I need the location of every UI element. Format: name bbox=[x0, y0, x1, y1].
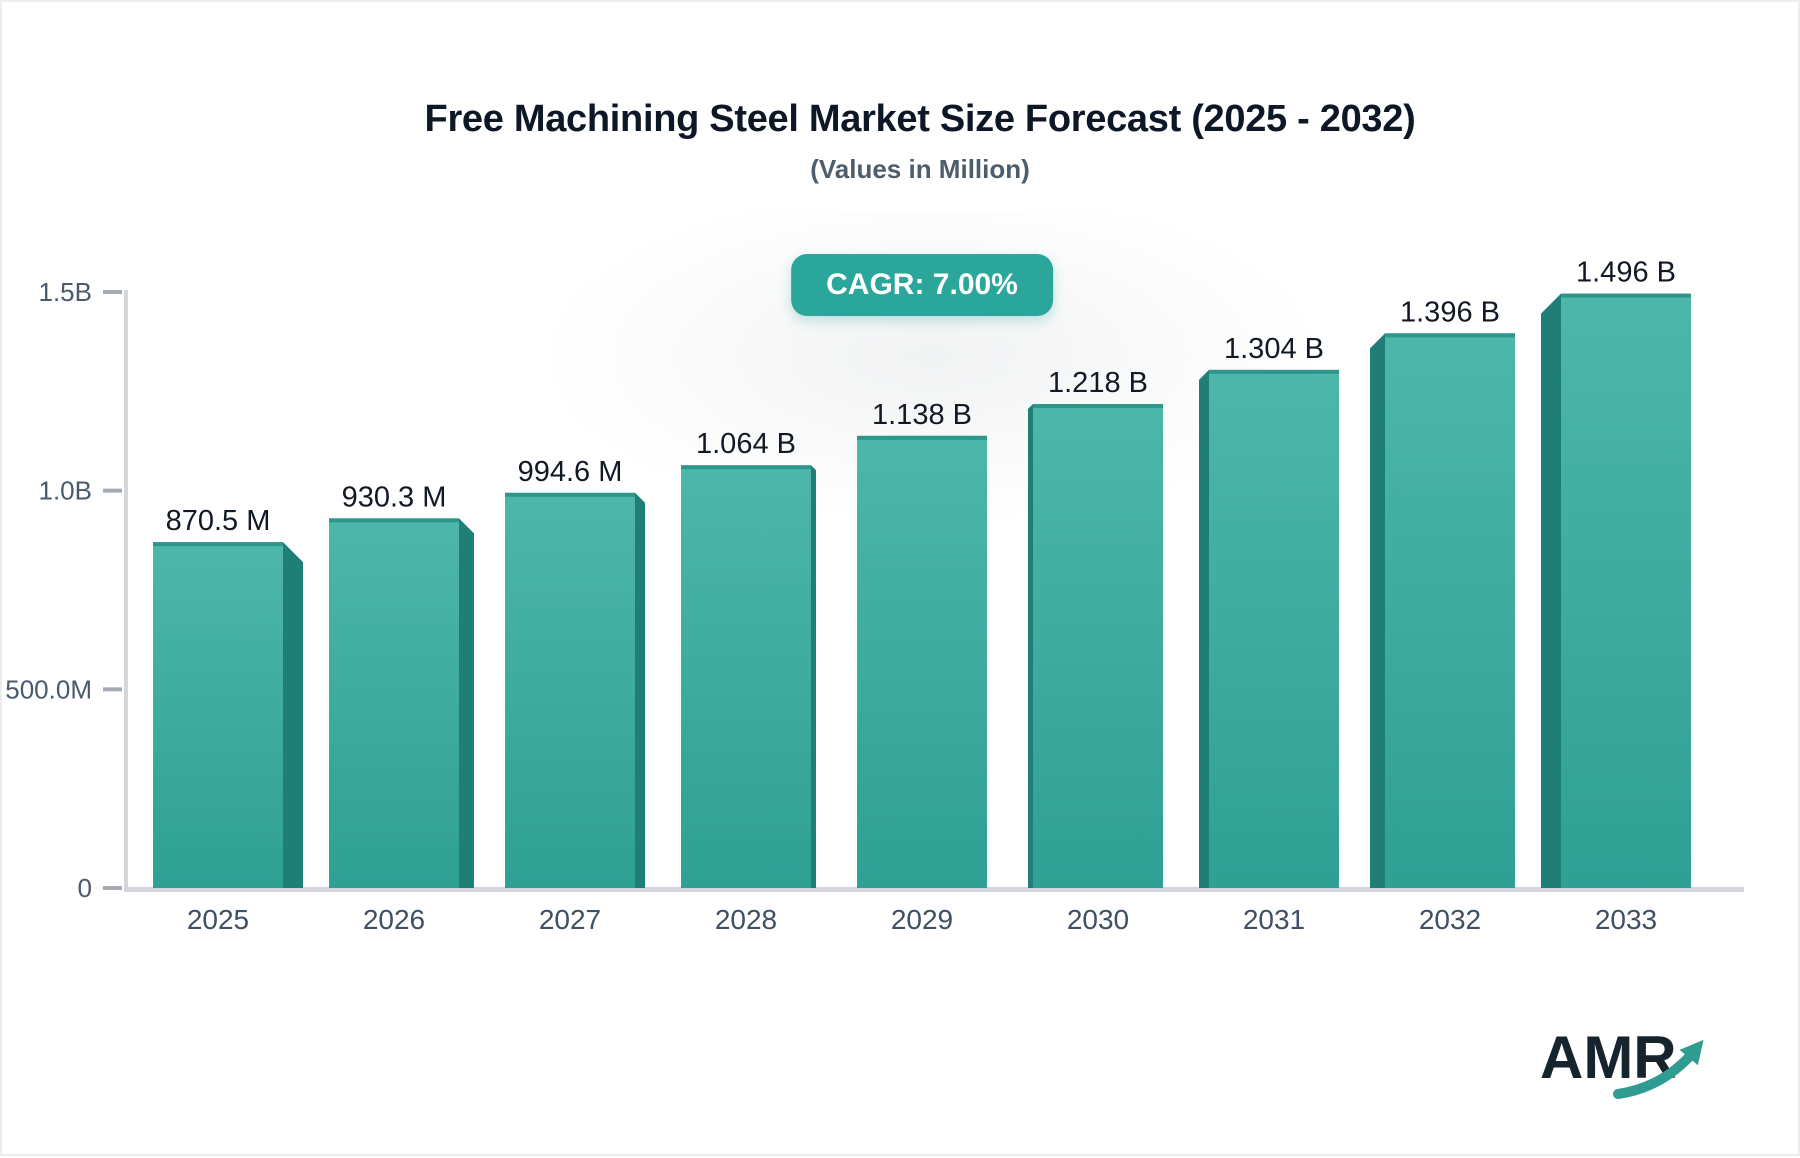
bar-value-label-2026: 930.3 M bbox=[342, 481, 447, 513]
bar-2030 bbox=[1033, 404, 1163, 888]
chart-header: Free Machining Steel Market Size Forecas… bbox=[42, 98, 1798, 185]
cagr-badge: CAGR: 7.00% bbox=[791, 254, 1053, 316]
chart-subtitle: (Values in Million) bbox=[810, 154, 1030, 184]
x-tick-label-2028: 2028 bbox=[715, 904, 777, 935]
x-tick-label-2033: 2033 bbox=[1595, 904, 1657, 935]
x-tick-label-2027: 2027 bbox=[539, 904, 601, 935]
x-tick-label-2029: 2029 bbox=[891, 904, 953, 935]
x-tick-label-2026: 2026 bbox=[363, 904, 425, 935]
amr-logo: AMR bbox=[1540, 1028, 1760, 1118]
bar-top-edge-2032 bbox=[1385, 333, 1515, 338]
x-tick-label-2030: 2030 bbox=[1067, 904, 1129, 935]
bar-value-label-2029: 1.138 B bbox=[872, 399, 972, 431]
bar-2029 bbox=[857, 435, 987, 888]
bar-side-2030 bbox=[1028, 404, 1033, 888]
bar-value-label-2032: 1.396 B bbox=[1400, 296, 1500, 328]
y-axis-line bbox=[124, 290, 128, 892]
bar-2027 bbox=[505, 492, 635, 888]
x-tick-label-2025: 2025 bbox=[187, 904, 249, 935]
x-tick-label-2031: 2031 bbox=[1243, 904, 1305, 935]
bar-side-2032 bbox=[1370, 333, 1385, 889]
x-tick-label-2032: 2032 bbox=[1419, 904, 1481, 935]
bar-top-edge-2028 bbox=[681, 465, 811, 470]
bar-value-label-2027: 994.6 M bbox=[518, 456, 623, 488]
amr-logo-arrow-icon bbox=[1613, 1039, 1704, 1099]
bar-2028 bbox=[681, 465, 811, 888]
bar-2025 bbox=[153, 542, 283, 888]
y-tick-label-1.5B: 1.5B bbox=[39, 277, 93, 307]
bar-side-2027 bbox=[635, 492, 645, 888]
bar-top-edge-2026 bbox=[329, 518, 459, 523]
bar-top-edge-2033 bbox=[1561, 293, 1691, 298]
bar-value-label-2031: 1.304 B bbox=[1224, 333, 1324, 365]
y-tick-dash-500.0M bbox=[103, 687, 122, 692]
bar-top-edge-2025 bbox=[153, 542, 283, 547]
y-tick-dash-1.5B bbox=[103, 290, 122, 294]
bar-side-2028 bbox=[811, 465, 816, 888]
y-tick-dash-0 bbox=[103, 886, 122, 890]
bar-2033 bbox=[1561, 293, 1691, 888]
bar-side-2025 bbox=[283, 542, 303, 888]
bar-top-edge-2029 bbox=[857, 435, 987, 440]
bar-value-label-2030: 1.218 B bbox=[1048, 367, 1148, 399]
bar-side-2033 bbox=[1541, 293, 1561, 888]
bar-top-edge-2030 bbox=[1033, 404, 1163, 409]
bar-top-edge-2027 bbox=[505, 492, 635, 497]
bar-value-label-2033: 1.496 B bbox=[1576, 257, 1676, 289]
y-tick-label-1.0B: 1.0B bbox=[39, 476, 93, 506]
bar-value-label-2025: 870.5 M bbox=[166, 505, 271, 537]
y-tick-label-500.0M: 500.0M bbox=[5, 674, 92, 704]
bar-2031 bbox=[1209, 369, 1339, 888]
bar-value-label-2028: 1.064 B bbox=[696, 428, 796, 460]
chart-title: Free Machining Steel Market Size Forecas… bbox=[424, 98, 1416, 140]
y-tick-label-0: 0 bbox=[78, 873, 92, 903]
x-axis-line bbox=[124, 887, 1744, 892]
bar-top-edge-2031 bbox=[1209, 369, 1339, 374]
bar-2032 bbox=[1385, 333, 1515, 889]
bar-2026 bbox=[329, 518, 459, 888]
bar-side-2026 bbox=[459, 518, 474, 888]
y-tick-dash-1.0B bbox=[103, 488, 122, 493]
bar-side-2031 bbox=[1199, 369, 1209, 888]
